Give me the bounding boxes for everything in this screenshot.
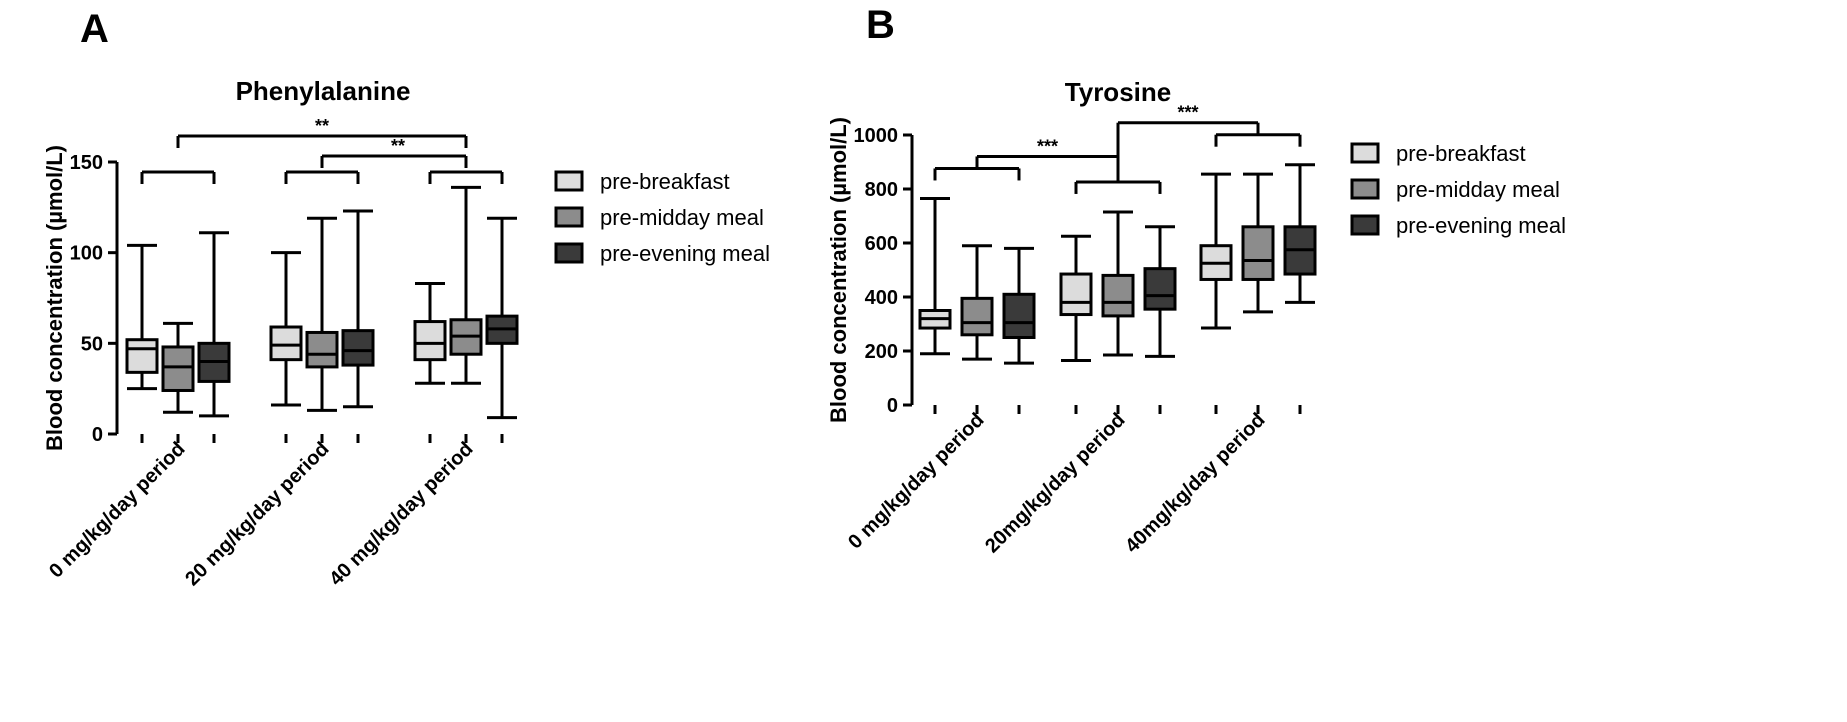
box-pre-midday-meal-2 (1241, 172, 1275, 314)
box-iqr (161, 345, 195, 392)
legend-label: pre-breakfast (600, 169, 730, 194)
x-category-label: 40 mg/kg/day period (325, 438, 477, 590)
box-iqr (1059, 272, 1093, 317)
box-iqr (125, 338, 159, 374)
legend-label: pre-evening meal (1396, 213, 1566, 238)
y-tick-label: 150 (70, 152, 103, 174)
y-axis-title: Blood concentration (µmol/L) (826, 117, 851, 423)
box-iqr (1143, 267, 1177, 311)
panel-letter: B (866, 3, 895, 47)
significance-label: *** (1037, 136, 1058, 156)
box-iqr (1002, 292, 1036, 339)
box-iqr (960, 296, 994, 337)
box-pre-midday-meal-1 (1101, 210, 1135, 357)
legend-label: pre-midday meal (600, 205, 764, 230)
y-tick-label: 200 (865, 341, 898, 363)
box-pre-midday-meal-1 (305, 216, 339, 412)
significance-bracket (1116, 121, 1260, 182)
x-category-label: 20mg/kg/day period (981, 409, 1129, 557)
box-iqr (269, 325, 303, 362)
legend-swatch (1350, 142, 1380, 164)
legend-swatch (1350, 214, 1380, 236)
y-tick-label: 100 (70, 243, 103, 265)
y-tick-label: 50 (81, 333, 103, 355)
box-pre-breakfast-1 (1059, 234, 1093, 362)
box-pre-breakfast-2 (1199, 172, 1233, 330)
box-iqr (413, 320, 447, 362)
significance-label: ** (315, 116, 329, 136)
significance-label: *** (1177, 103, 1198, 123)
y-tick-label: 600 (865, 233, 898, 255)
box-iqr (305, 330, 339, 369)
y-tick-label: 800 (865, 179, 898, 201)
box-pre-evening-meal-1 (1143, 225, 1177, 358)
legend-swatch (1350, 178, 1380, 200)
box-pre-breakfast-0 (125, 243, 159, 391)
box-pre-midday-meal-0 (161, 321, 195, 414)
chart-panel-a: A Phenylalanine Blood concentration (µmol/… (42, 7, 770, 590)
x-category-label: 0 mg/kg/day period (844, 409, 988, 553)
group-bracket (1074, 180, 1162, 194)
y-tick-label: 0 (887, 395, 898, 417)
box-pre-evening-meal-2 (1283, 163, 1317, 304)
significance-bracket (176, 134, 468, 148)
box-pre-evening-meal-0 (1002, 246, 1036, 365)
group-bracket (284, 170, 360, 184)
group-bracket (140, 170, 216, 184)
legend-label: pre-evening meal (600, 241, 770, 266)
y-axis-title: Blood concentration (µmol/L) (42, 145, 67, 451)
x-category-label: 40mg/kg/day period (1121, 409, 1269, 557)
box-pre-breakfast-0 (918, 196, 952, 356)
box-pre-breakfast-1 (269, 251, 303, 407)
chart-title: Phenylalanine (236, 76, 411, 106)
box-pre-midday-meal-2 (449, 185, 483, 385)
box-pre-evening-meal-2 (485, 216, 519, 420)
panel-letter: A (80, 7, 109, 51)
significance-label: ** (391, 136, 405, 156)
box-iqr (341, 329, 375, 367)
group-bracket (1214, 133, 1302, 147)
legend-swatch (554, 242, 584, 264)
box-iqr (1101, 273, 1135, 318)
box-pre-evening-meal-0 (197, 231, 231, 418)
significance-bracket (320, 154, 468, 168)
group-bracket (428, 170, 504, 184)
group-bracket (933, 166, 1021, 181)
box-pre-breakfast-2 (413, 281, 447, 385)
legend: pre-breakfast pre-midday meal pre-evening … (554, 169, 770, 266)
y-tick-label: 0 (92, 424, 103, 446)
chart-panel-b: B Tyrosine Blood concentration (µmol/L) 0 20… (826, 3, 1566, 557)
x-category-label: 20 mg/kg/day period (181, 438, 333, 590)
box-pre-midday-meal-0 (960, 244, 994, 361)
y-tick-label: 400 (865, 287, 898, 309)
legend-label: pre-breakfast (1396, 141, 1526, 166)
legend-swatch (554, 206, 584, 228)
box-iqr (1241, 225, 1275, 281)
legend-swatch (554, 170, 584, 192)
chart-title: Tyrosine (1065, 77, 1171, 107)
box-pre-evening-meal-1 (341, 209, 375, 409)
x-category-label: 0 mg/kg/day period (45, 438, 189, 582)
y-tick-label: 1000 (854, 125, 899, 147)
legend: pre-breakfast pre-midday meal pre-evening … (1350, 141, 1566, 238)
legend-label: pre-midday meal (1396, 177, 1560, 202)
